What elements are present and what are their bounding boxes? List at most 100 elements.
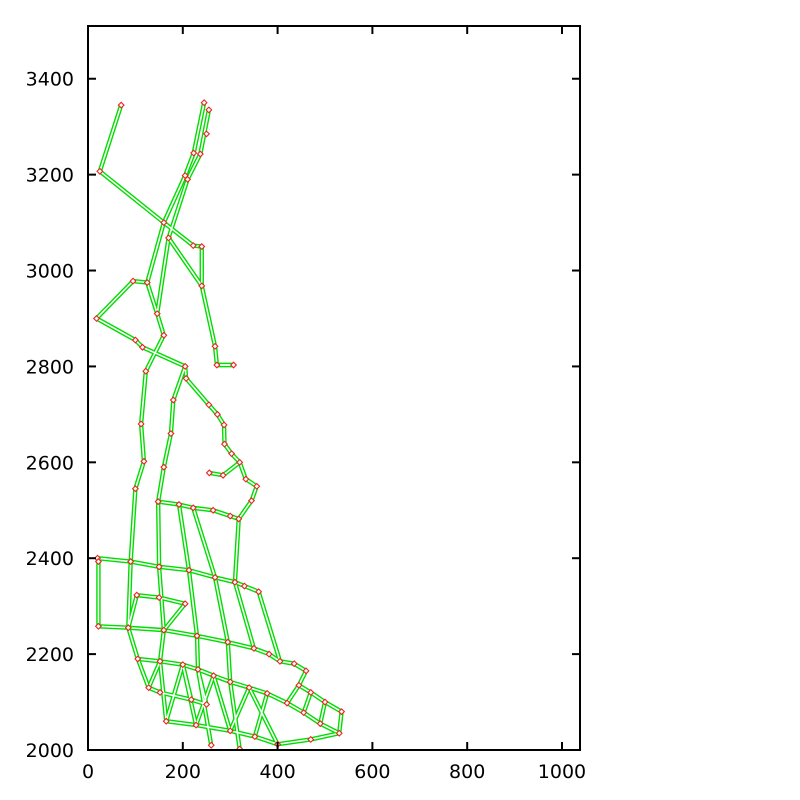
network-node — [321, 698, 329, 706]
y-axis-tick-label: 2000 — [26, 740, 74, 762]
network-node — [205, 469, 213, 477]
network-node — [265, 650, 273, 658]
network-node — [189, 242, 197, 250]
network-node — [160, 463, 168, 471]
network-node — [253, 482, 261, 490]
network-node — [142, 367, 150, 375]
network-node — [137, 420, 145, 428]
y-axis-tick-label: 3200 — [26, 165, 74, 187]
network-node — [224, 638, 232, 646]
network-node — [207, 741, 215, 749]
network-node — [145, 684, 153, 692]
network-node — [133, 591, 141, 599]
network-node — [235, 515, 243, 523]
network-node — [96, 167, 104, 175]
network-node — [179, 661, 187, 669]
network-node — [302, 667, 310, 675]
network-node — [156, 688, 164, 697]
network-node — [189, 504, 197, 512]
network-node — [131, 485, 139, 493]
network-node — [226, 512, 234, 520]
network-node — [156, 657, 164, 665]
network-node — [276, 657, 284, 665]
y-axis-tick-label: 3400 — [26, 69, 74, 91]
network-node — [240, 582, 248, 590]
x-axis-tick-label: 600 — [354, 761, 390, 783]
plot-frame — [87, 25, 581, 751]
network-node — [143, 278, 151, 287]
network-node — [205, 106, 213, 114]
network-node — [229, 361, 238, 369]
network-node — [200, 99, 208, 107]
x-axis-tick-labels: 0 200 400 600 800 1000 — [82, 761, 586, 783]
network-node — [255, 588, 263, 596]
network-node — [181, 600, 189, 608]
network-node — [300, 709, 308, 717]
network-node — [202, 130, 211, 138]
network-node — [160, 331, 168, 339]
network-node — [247, 497, 256, 505]
network-node — [209, 506, 217, 514]
network-node — [124, 624, 132, 632]
network-node — [169, 396, 177, 404]
network-node — [316, 720, 324, 728]
network-node — [183, 175, 192, 184]
network-node — [290, 660, 298, 668]
network-node — [155, 563, 163, 571]
network-node — [190, 149, 198, 157]
network-node — [160, 219, 168, 227]
x-axis-tick-label: 0 — [82, 761, 94, 783]
network-node — [211, 342, 219, 350]
network-node — [185, 566, 193, 574]
network-node — [155, 593, 163, 602]
network-node — [228, 450, 236, 458]
axis-ticks — [87, 26, 580, 751]
network-node — [127, 557, 135, 566]
network-node — [131, 336, 139, 344]
y-axis-tick-label: 2800 — [26, 356, 74, 378]
network-node — [245, 684, 253, 692]
network-node — [182, 374, 190, 382]
network-node — [192, 721, 200, 729]
network-node — [154, 498, 162, 506]
network-node — [134, 655, 142, 663]
network-node — [307, 735, 315, 744]
x-axis-tick-label: 200 — [165, 761, 201, 783]
network-node — [226, 678, 234, 686]
network-node — [160, 626, 168, 634]
network-node — [213, 361, 221, 369]
network-node — [198, 282, 206, 290]
network-node — [231, 578, 239, 586]
y-axis-tick-label: 2600 — [26, 452, 74, 474]
network-node — [226, 727, 234, 735]
x-axis-tick-label: 1000 — [538, 761, 586, 783]
network-node — [338, 708, 346, 716]
y-axis-tick-label: 3000 — [26, 261, 74, 283]
network-node — [194, 665, 202, 674]
network-node — [175, 500, 183, 509]
network-node — [202, 700, 211, 709]
network-node — [236, 458, 244, 466]
network-nodes-layer — [92, 99, 346, 750]
y-axis-tick-label: 2200 — [26, 644, 74, 666]
network-node — [295, 681, 303, 689]
network-node — [213, 410, 221, 418]
network-node — [219, 471, 227, 479]
network-node — [307, 688, 315, 697]
network-node — [211, 573, 219, 581]
x-axis-tick-label: 400 — [259, 761, 295, 783]
network-node — [205, 401, 213, 409]
network-node — [94, 622, 103, 630]
network-node — [138, 343, 147, 351]
network-node — [335, 729, 343, 737]
network-node — [283, 699, 291, 707]
network-node — [129, 277, 137, 285]
network-node — [250, 644, 258, 652]
network-node — [94, 557, 103, 566]
network-node — [153, 310, 161, 318]
network-node — [193, 632, 201, 640]
network-node — [220, 440, 229, 448]
network-node — [187, 696, 195, 704]
